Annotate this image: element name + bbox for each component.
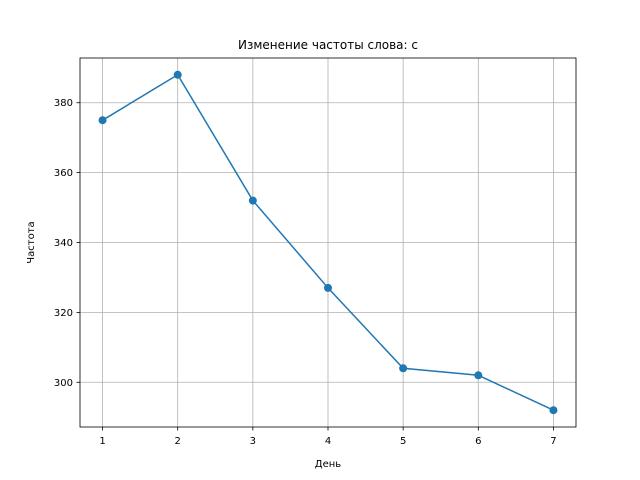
y-tick-label: 360 bbox=[54, 168, 73, 179]
data-point-marker bbox=[324, 283, 332, 292]
grid bbox=[80, 58, 576, 427]
x-tick-label: 2 bbox=[175, 436, 181, 447]
data-point-marker bbox=[474, 371, 483, 380]
data-point-marker bbox=[248, 196, 257, 205]
x-tick-label: 1 bbox=[99, 436, 105, 447]
x-axis-title: День bbox=[315, 459, 342, 470]
chart-title: Изменение частоты слова: с bbox=[238, 38, 418, 52]
x-tick-label: 3 bbox=[250, 436, 256, 447]
y-tick-label: 300 bbox=[54, 378, 73, 389]
y-tick-label: 340 bbox=[54, 238, 73, 249]
x-tick-label: 5 bbox=[400, 436, 406, 447]
y-axis-title: Частота bbox=[26, 221, 37, 263]
x-tick-label: 4 bbox=[325, 436, 331, 447]
x-tick-label: 6 bbox=[475, 436, 481, 447]
ticks: 1 2 3 4 5 6 7 300 320 340 360 380 bbox=[54, 98, 557, 447]
y-tick-label: 320 bbox=[54, 308, 73, 319]
y-tick-label: 380 bbox=[54, 98, 73, 109]
data-point-marker bbox=[173, 70, 182, 79]
data-point-marker bbox=[549, 406, 558, 415]
data-point-marker bbox=[98, 116, 107, 125]
series-layer bbox=[98, 70, 558, 415]
data-point-marker bbox=[399, 364, 408, 373]
x-tick-label: 7 bbox=[550, 436, 556, 447]
